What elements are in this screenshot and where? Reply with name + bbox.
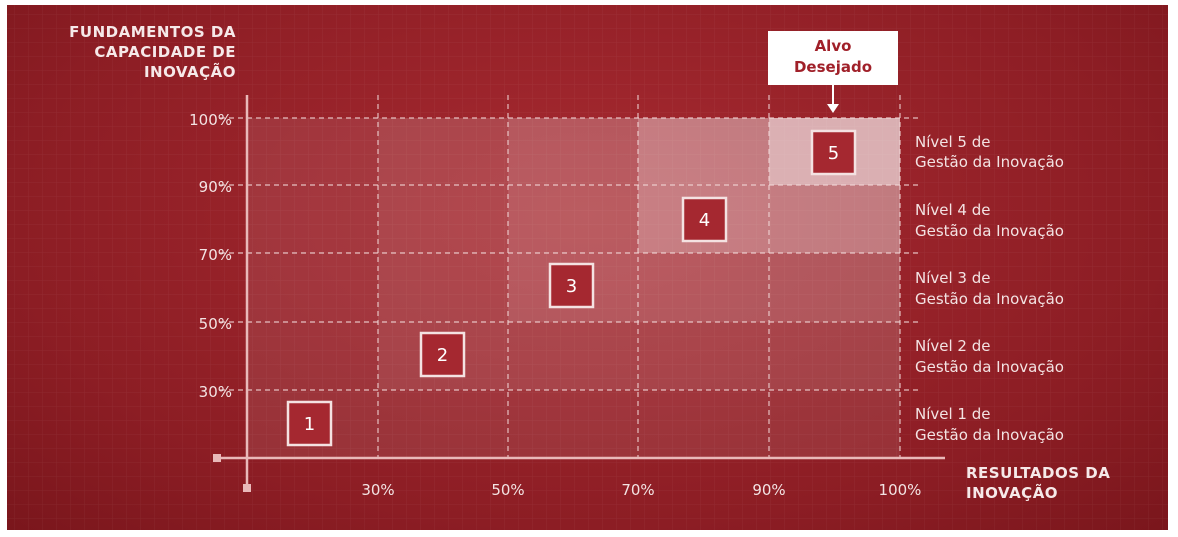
level-1-label-line-1: Nível 1 de bbox=[915, 405, 991, 423]
level-badge-3: 3 bbox=[548, 262, 595, 309]
y-axis-title-line-1: FUNDAMENTOS DA bbox=[69, 23, 236, 41]
level-labels: Nível 5 de Gestão da Inovação Nível 4 de… bbox=[915, 133, 1064, 444]
axes bbox=[213, 95, 945, 492]
x-tick-30: 30% bbox=[361, 481, 394, 499]
level-badge-5-number: 5 bbox=[828, 143, 839, 164]
level-5-label-line-1: Nível 5 de bbox=[915, 133, 991, 151]
y-tick-100: 100% bbox=[189, 111, 232, 129]
x-axis-title-line-1: RESULTADOS DA bbox=[966, 464, 1110, 482]
level-badge-1-number: 1 bbox=[304, 414, 315, 435]
level-badge-4: 4 bbox=[681, 196, 728, 243]
level-badge-1: 1 bbox=[286, 400, 333, 447]
level-2-label-line-2: Gestão da Inovação bbox=[915, 358, 1064, 376]
level-2-label-line-1: Nível 2 de bbox=[915, 337, 991, 355]
level-badge-2: 2 bbox=[419, 331, 466, 378]
level-4-label-line-1: Nível 4 de bbox=[915, 201, 991, 219]
level-1-label-line-2: Gestão da Inovação bbox=[915, 426, 1064, 444]
x-axis-ticks: 30% 50% 70% 90% 100% bbox=[361, 481, 921, 499]
level-badges: 1 2 3 4 5 bbox=[286, 129, 857, 447]
y-axis-title-line-2: CAPACIDADE DE bbox=[94, 43, 236, 61]
x-tick-90: 90% bbox=[752, 481, 785, 499]
y-tick-90: 90% bbox=[199, 178, 232, 196]
y-tick-70: 70% bbox=[199, 246, 232, 264]
callout-arrow bbox=[827, 85, 839, 113]
level-badge-2-number: 2 bbox=[437, 345, 448, 366]
level-badge-5: 5 bbox=[810, 129, 857, 176]
level-3-label-line-2: Gestão da Inovação bbox=[915, 290, 1064, 308]
x-tick-100: 100% bbox=[879, 481, 922, 499]
y-axis-end-marker bbox=[243, 484, 251, 492]
level-3-label-line-1: Nível 3 de bbox=[915, 269, 991, 287]
target-callout-line-2: Desejado bbox=[793, 58, 873, 76]
x-tick-50: 50% bbox=[491, 481, 524, 499]
target-callout: Alvo Desejado bbox=[768, 31, 898, 85]
x-tick-70: 70% bbox=[621, 481, 654, 499]
target-callout-line-1: Alvo bbox=[814, 37, 852, 55]
x-axis-title-line-2: INOVAÇÃO bbox=[966, 483, 1058, 502]
dashed-gridlines bbox=[220, 95, 920, 458]
x-axis-end-marker bbox=[213, 454, 221, 462]
y-axis-title-line-3: INOVAÇÃO bbox=[144, 62, 236, 81]
level-badge-4-number: 4 bbox=[699, 210, 710, 231]
y-tick-30: 30% bbox=[199, 383, 232, 401]
y-tick-50: 50% bbox=[199, 315, 232, 333]
y-axis-ticks: 30% 50% 70% 90% 100% bbox=[189, 111, 232, 401]
level-badge-3-number: 3 bbox=[566, 276, 577, 297]
level-5-label-line-2: Gestão da Inovação bbox=[915, 153, 1064, 171]
level-4-label-line-2: Gestão da Inovação bbox=[915, 222, 1064, 240]
